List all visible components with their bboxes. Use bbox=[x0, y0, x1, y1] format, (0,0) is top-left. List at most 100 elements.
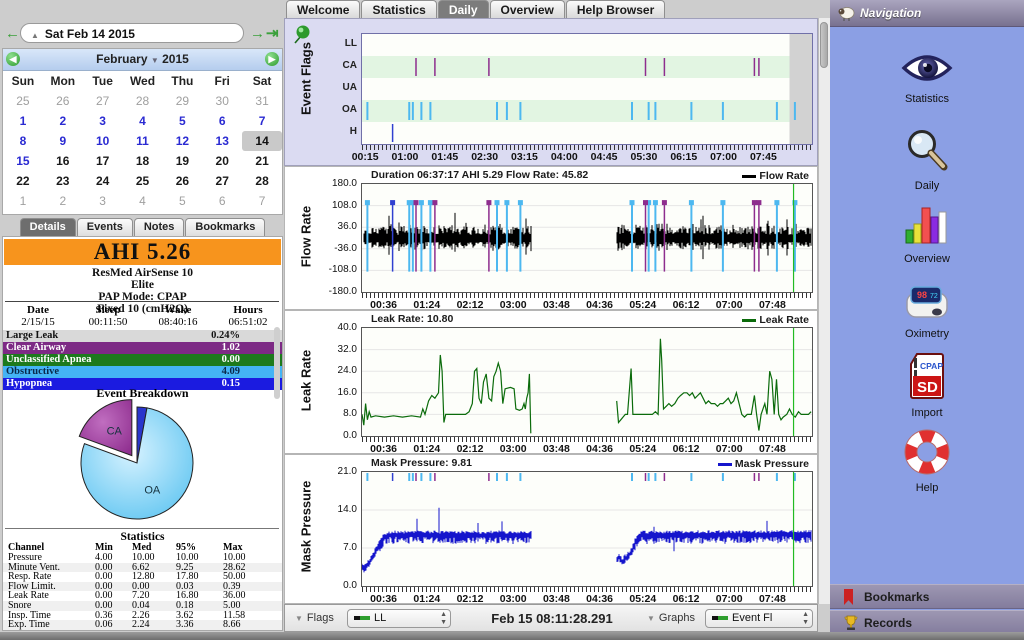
next-day-arrow[interactable]: → bbox=[250, 23, 265, 45]
calendar-day[interactable]: 6 bbox=[202, 111, 242, 131]
prev-day-arrow[interactable]: ← bbox=[5, 23, 20, 45]
sidebar-item-import[interactable]: CPAPSDImport bbox=[830, 352, 1024, 419]
event-row-label: Clear Airway bbox=[6, 342, 66, 354]
calendar-day[interactable]: 5 bbox=[162, 111, 202, 131]
date-combo[interactable]: ▲Sat Feb 14 2015 bbox=[20, 23, 244, 43]
flags-x-tick: 01:45 bbox=[423, 151, 467, 163]
charts-scrollbar[interactable] bbox=[818, 18, 830, 604]
calendar-day[interactable]: 15 bbox=[3, 151, 43, 171]
session-value: 00:11:50 bbox=[73, 316, 143, 328]
calendar-day[interactable]: 4 bbox=[123, 111, 163, 131]
tab-notes[interactable]: Notes bbox=[134, 218, 185, 236]
y-tick-label: 180.0 bbox=[297, 178, 357, 189]
calendar-day[interactable]: 10 bbox=[83, 131, 123, 151]
calendar-day[interactable]: 1 bbox=[3, 191, 43, 211]
calendar-header: ◀ February ▼ 2015 ▶ bbox=[3, 49, 282, 71]
calendar-day[interactable]: 25 bbox=[123, 171, 163, 191]
charts-scrollbar-thumb[interactable] bbox=[820, 22, 828, 68]
calendar-day[interactable]: 23 bbox=[43, 171, 83, 191]
calendar-day[interactable]: 31 bbox=[242, 91, 282, 111]
calendar-day[interactable]: 3 bbox=[83, 191, 123, 211]
calendar-title[interactable]: February ▼ 2015 bbox=[3, 49, 282, 71]
graphs-toggle[interactable]: ▼Graphs bbox=[647, 612, 695, 624]
calendar-day[interactable]: 4 bbox=[123, 191, 163, 211]
tab-daily[interactable]: Daily bbox=[438, 0, 489, 18]
calendar-day[interactable]: 21 bbox=[242, 151, 282, 171]
tab-overview[interactable]: Overview bbox=[490, 0, 565, 18]
y-tick-label: 108.0 bbox=[297, 200, 357, 211]
calendar-day[interactable]: 14 bbox=[242, 131, 282, 151]
mask-pressure-plot[interactable] bbox=[361, 471, 813, 587]
calendar-day[interactable]: 19 bbox=[162, 151, 202, 171]
calendar-day[interactable]: 20 bbox=[202, 151, 242, 171]
calendar-day[interactable]: 27 bbox=[83, 91, 123, 111]
stepper-icon[interactable]: ▲▼ bbox=[802, 611, 809, 627]
calendar-day[interactable]: 7 bbox=[242, 191, 282, 211]
session-header: Sleep bbox=[73, 304, 143, 316]
next-month-button[interactable]: ▶ bbox=[265, 52, 279, 66]
calendar-day[interactable]: 27 bbox=[202, 171, 242, 191]
calendar-day[interactable]: 22 bbox=[3, 171, 43, 191]
calendar-day[interactable]: 17 bbox=[83, 151, 123, 171]
calendar-day[interactable]: 1 bbox=[3, 111, 43, 131]
tab-details[interactable]: Details bbox=[20, 218, 76, 236]
details-scrollbar-thumb[interactable] bbox=[274, 327, 280, 399]
calendar-day[interactable]: 11 bbox=[123, 131, 163, 151]
legend-label: Flow Rate bbox=[759, 170, 809, 182]
sidebar-item-label: Help bbox=[830, 482, 1024, 494]
weekday-label: Fri bbox=[202, 71, 242, 91]
legend-swatch bbox=[718, 463, 732, 466]
calendar-day[interactable]: 13 bbox=[202, 131, 242, 151]
calendar-day[interactable]: 12 bbox=[162, 131, 202, 151]
graphs-dropdown[interactable]: Event Fl ▲▼ bbox=[705, 609, 813, 628]
ahi-banner: AHI 5.26 bbox=[4, 239, 281, 265]
calendar-day[interactable]: 24 bbox=[83, 171, 123, 191]
calendar-day[interactable]: 2 bbox=[43, 191, 83, 211]
event-row-label: Unclassified Apnea bbox=[6, 354, 91, 366]
y-tick-label: 16.0 bbox=[297, 387, 357, 398]
flags-x-tick: 02:30 bbox=[463, 151, 507, 163]
sidebar-item-statistics[interactable]: Statistics bbox=[830, 50, 1024, 105]
event-row-label: Large Leak bbox=[6, 330, 58, 342]
tab-welcome[interactable]: Welcome bbox=[286, 0, 360, 18]
sidebar-item-overview[interactable]: Overview bbox=[830, 204, 1024, 265]
calendar-day[interactable]: 28 bbox=[242, 171, 282, 191]
sheep-icon bbox=[836, 3, 856, 23]
bookmarks-section-bar[interactable]: Bookmarks bbox=[830, 584, 1024, 609]
calendar-day[interactable]: 18 bbox=[123, 151, 163, 171]
triangle-down-icon: ▼ bbox=[647, 614, 655, 623]
tab-bookmarks[interactable]: Bookmarks bbox=[185, 218, 265, 236]
calendar-day[interactable]: 26 bbox=[162, 171, 202, 191]
calendar-day[interactable]: 28 bbox=[123, 91, 163, 111]
pie-slice-label: CA bbox=[107, 425, 123, 437]
barchart-icon bbox=[904, 204, 950, 246]
event-flags-plot[interactable] bbox=[361, 33, 813, 145]
calendar-day[interactable]: 29 bbox=[162, 91, 202, 111]
last-day-arrow[interactable]: ⇥ bbox=[266, 23, 279, 45]
tab-events[interactable]: Events bbox=[77, 218, 133, 236]
weekday-label: Thu bbox=[162, 71, 202, 91]
sidebar-item-oximetry[interactable]: 9872Oximetry bbox=[830, 283, 1024, 340]
sidebar-item-daily[interactable]: Daily bbox=[830, 127, 1024, 192]
calendar-day[interactable]: 6 bbox=[202, 191, 242, 211]
calendar-day[interactable]: 30 bbox=[202, 91, 242, 111]
statistics-row: Exp. Time0.062.243.368.66 bbox=[3, 620, 282, 630]
leak-rate-plot[interactable] bbox=[361, 327, 813, 437]
tab-help-browser[interactable]: Help Browser bbox=[566, 0, 665, 18]
calendar-day[interactable]: 26 bbox=[43, 91, 83, 111]
event-flags-section: Event Flags LLCAUAOAH 00:1501:0001:4502:… bbox=[284, 18, 818, 166]
calendar-day[interactable]: 25 bbox=[3, 91, 43, 111]
sidebar-item-label: Import bbox=[830, 407, 1024, 419]
eye-icon bbox=[901, 50, 953, 86]
calendar-day[interactable]: 9 bbox=[43, 131, 83, 151]
sidebar-item-help[interactable]: Help bbox=[830, 429, 1024, 494]
calendar-day[interactable]: 5 bbox=[162, 191, 202, 211]
calendar-day[interactable]: 7 bbox=[242, 111, 282, 131]
calendar-day[interactable]: 16 bbox=[43, 151, 83, 171]
flow-rate-plot[interactable] bbox=[361, 183, 813, 293]
calendar-day[interactable]: 3 bbox=[83, 111, 123, 131]
calendar-day[interactable]: 2 bbox=[43, 111, 83, 131]
tab-statistics[interactable]: Statistics bbox=[361, 0, 436, 18]
prev-month-button[interactable]: ◀ bbox=[6, 52, 20, 66]
calendar-day[interactable]: 8 bbox=[3, 131, 43, 151]
